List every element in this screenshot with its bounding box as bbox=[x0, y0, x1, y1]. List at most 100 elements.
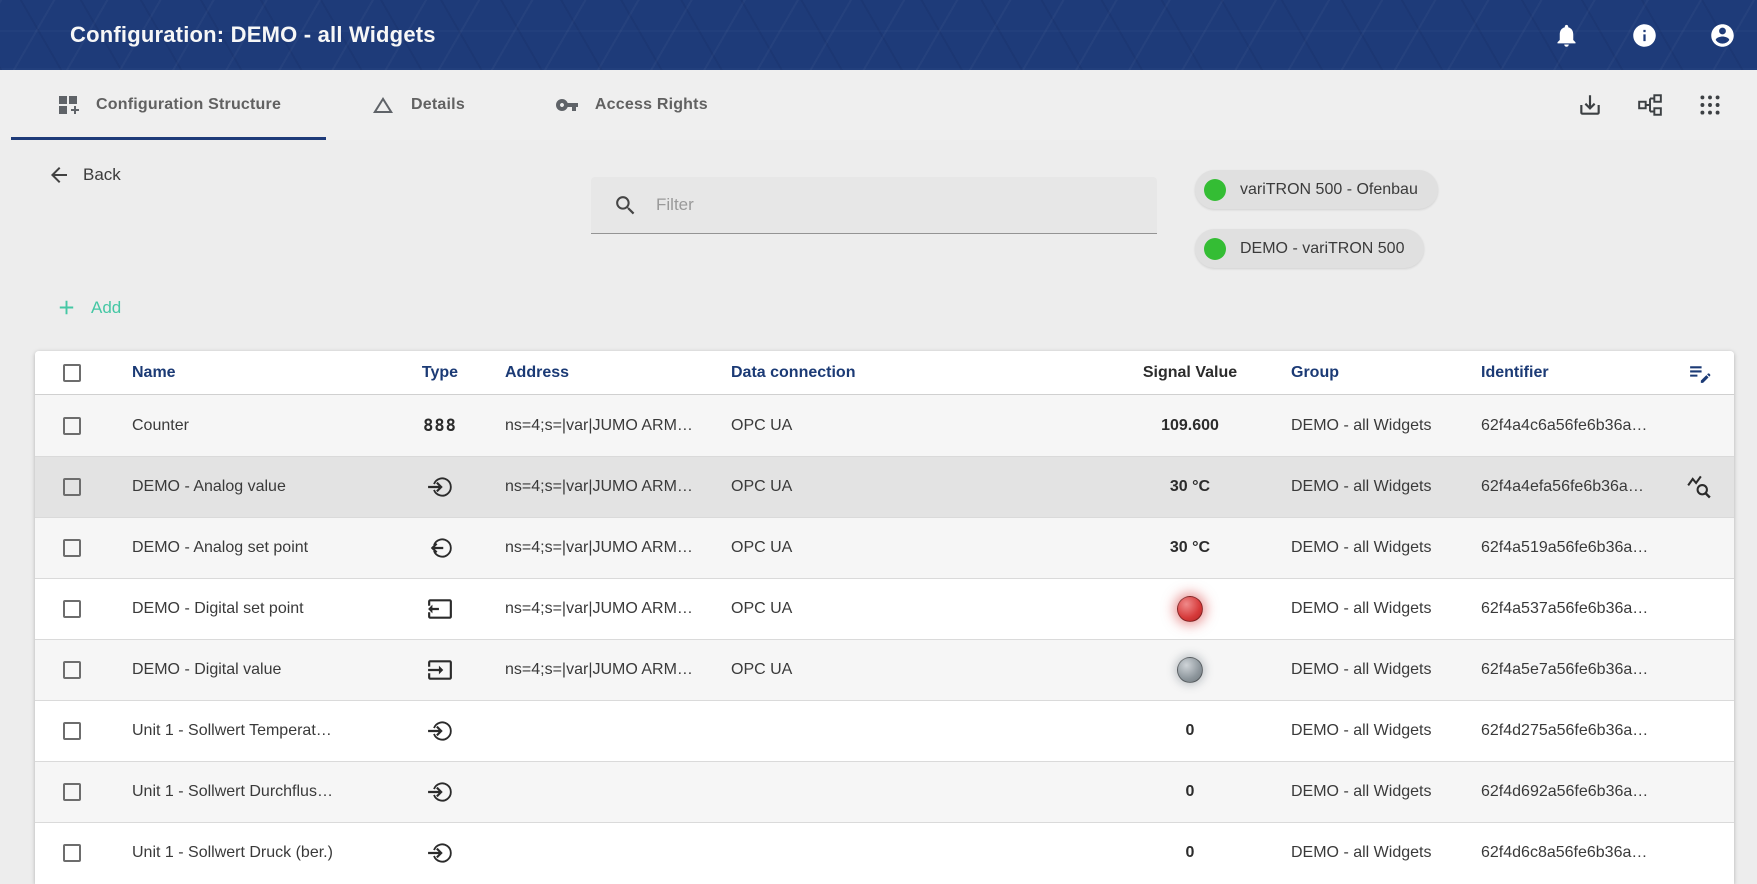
tab-details[interactable]: Details bbox=[326, 70, 510, 140]
row-checkbox[interactable] bbox=[63, 478, 81, 496]
dashboard-customize-icon bbox=[59, 96, 79, 114]
led-indicator-gray bbox=[1177, 657, 1203, 683]
digital-output-icon bbox=[380, 579, 500, 639]
device-chip-demo-varitron[interactable]: DEMO - variTRON 500 bbox=[1195, 229, 1425, 268]
cell-name: DEMO - Analog value bbox=[132, 478, 286, 495]
tab-access-rights[interactable]: Access Rights bbox=[510, 70, 753, 140]
filter-field[interactable] bbox=[591, 177, 1157, 234]
cell-row-action bbox=[1675, 762, 1723, 822]
row-checkbox[interactable] bbox=[63, 539, 81, 557]
cell-data-connection: OPC UA bbox=[731, 539, 793, 556]
cell-address bbox=[505, 762, 720, 822]
counter-icon: 888 bbox=[380, 395, 500, 456]
info-icon[interactable] bbox=[1620, 11, 1668, 59]
cell-signal-value: 0 bbox=[1185, 722, 1195, 739]
row-checkbox[interactable] bbox=[63, 416, 81, 435]
row-checkbox[interactable] bbox=[63, 722, 81, 740]
table-row[interactable]: DEMO - Digital value ns=4;s=|var|JUMO AR… bbox=[35, 639, 1734, 700]
device-chip-varitron-ofenbau[interactable]: variTRON 500 - Ofenbau bbox=[1195, 170, 1438, 209]
cell-identifier: 62f4d692a56fe6b36a… bbox=[1481, 783, 1649, 800]
back-label: Back bbox=[83, 165, 121, 184]
notifications-icon[interactable] bbox=[1542, 11, 1590, 59]
cell-row-action bbox=[1675, 640, 1723, 700]
query-stats-icon[interactable] bbox=[1675, 457, 1723, 517]
cell-identifier: 62f4a4efa56fe6b36a… bbox=[1481, 478, 1644, 495]
cell-signal-value bbox=[1090, 579, 1290, 639]
topbar-actions bbox=[1542, 11, 1746, 59]
table-row[interactable]: Counter 888 ns=4;s=|var|JUMO ARM… OPC UA… bbox=[35, 395, 1734, 456]
key-icon bbox=[555, 99, 578, 111]
table-row[interactable]: Unit 1 - Sollwert Durchflus… 0 DEMO - al… bbox=[35, 761, 1734, 822]
edit-columns-icon[interactable] bbox=[1687, 360, 1712, 385]
table-row[interactable]: DEMO - Analog set point ns=4;s=|var|JUMO… bbox=[35, 517, 1734, 578]
cell-name: DEMO - Digital value bbox=[132, 661, 282, 678]
cell-name: Counter bbox=[132, 416, 189, 434]
row-checkbox[interactable] bbox=[63, 844, 81, 862]
cell-data-connection bbox=[731, 762, 851, 822]
table-row[interactable]: Unit 1 - Sollwert Druck (ber.) 0 DEMO - … bbox=[35, 822, 1734, 883]
analog-input-icon bbox=[380, 762, 500, 822]
tab-label: Access Rights bbox=[594, 96, 708, 113]
cell-group: DEMO - all Widgets bbox=[1291, 722, 1432, 739]
add-button[interactable]: Add bbox=[55, 296, 121, 319]
tab-configuration-structure[interactable]: Configuration Structure bbox=[11, 70, 327, 140]
filter-input[interactable] bbox=[656, 195, 1157, 215]
account-icon[interactable] bbox=[1698, 11, 1746, 59]
cell-group: DEMO - all Widgets bbox=[1291, 661, 1432, 678]
analog-input-icon bbox=[380, 701, 500, 761]
arrow-back-icon bbox=[51, 167, 67, 183]
cell-row-action bbox=[1675, 823, 1723, 883]
column-header-identifier[interactable]: Identifier bbox=[1481, 363, 1549, 381]
table-row[interactable]: DEMO - Analog value ns=4;s=|var|JUMO ARM… bbox=[35, 456, 1734, 517]
table-row[interactable]: Unit 1 - Sollwert Temperat… 0 DEMO - all… bbox=[35, 700, 1734, 761]
row-checkbox[interactable] bbox=[63, 600, 81, 618]
row-checkbox[interactable] bbox=[63, 661, 81, 679]
top-app-bar: Configuration: DEMO - all Widgets bbox=[0, 0, 1757, 70]
tab-bar: Configuration Structure Details Access R… bbox=[0, 70, 1757, 140]
download-icon[interactable] bbox=[1566, 81, 1614, 129]
plus-icon bbox=[59, 300, 74, 315]
table-row[interactable]: DEMO - Digital set point ns=4;s=|var|JUM… bbox=[35, 578, 1734, 639]
cell-signal-value: 109.600 bbox=[1161, 416, 1219, 434]
cell-group: DEMO - all Widgets bbox=[1291, 478, 1432, 495]
column-header-address[interactable]: Address bbox=[505, 363, 570, 381]
add-label: Add bbox=[91, 297, 122, 317]
select-all-checkbox[interactable] bbox=[63, 363, 81, 382]
cell-group: DEMO - all Widgets bbox=[1291, 539, 1432, 556]
cell-identifier: 62f4a519a56fe6b36a… bbox=[1481, 539, 1649, 556]
cell-identifier: 62f4d6c8a56fe6b36a… bbox=[1481, 844, 1648, 861]
cell-group: DEMO - all Widgets bbox=[1291, 600, 1432, 617]
cell-data-connection bbox=[731, 701, 851, 761]
hierarchy-tree-icon[interactable] bbox=[1626, 81, 1674, 129]
column-header-data-connection[interactable]: Data connection bbox=[731, 363, 856, 381]
cell-data-connection: OPC UA bbox=[731, 600, 793, 617]
cell-signal-value: 0 bbox=[1185, 783, 1195, 800]
table-body: Counter 888 ns=4;s=|var|JUMO ARM… OPC UA… bbox=[35, 395, 1734, 883]
cell-data-connection bbox=[731, 823, 851, 883]
cell-group: DEMO - all Widgets bbox=[1291, 416, 1432, 434]
cell-identifier: 62f4a4c6a56fe6b36a… bbox=[1481, 416, 1648, 434]
device-chip-label: DEMO - variTRON 500 bbox=[1240, 239, 1405, 257]
cell-name: Unit 1 - Sollwert Druck (ber.) bbox=[132, 844, 333, 861]
cell-data-connection: OPC UA bbox=[731, 416, 793, 434]
tab-label: Details bbox=[411, 96, 465, 113]
online-status-dot bbox=[1204, 178, 1226, 201]
cell-group: DEMO - all Widgets bbox=[1291, 844, 1432, 861]
column-header-group[interactable]: Group bbox=[1291, 363, 1339, 381]
cell-signal-value: 30 °C bbox=[1169, 539, 1211, 556]
cell-address bbox=[505, 701, 720, 761]
cell-name: DEMO - Digital set point bbox=[132, 600, 304, 617]
back-button[interactable]: Back bbox=[47, 163, 121, 187]
cell-data-connection: OPC UA bbox=[731, 661, 793, 678]
counter-digits-icon: 888 bbox=[423, 415, 457, 436]
column-header-name[interactable]: Name bbox=[132, 363, 176, 381]
cell-name: Unit 1 - Sollwert Durchflus… bbox=[132, 783, 333, 800]
column-header-type[interactable]: Type bbox=[421, 363, 459, 381]
online-status-dot bbox=[1204, 237, 1226, 260]
apps-grid-icon[interactable] bbox=[1686, 81, 1734, 129]
device-chip-label: variTRON 500 - Ofenbau bbox=[1240, 180, 1418, 198]
cell-address: ns=4;s=|var|JUMO ARM… bbox=[505, 600, 693, 617]
tab-label: Configuration Structure bbox=[96, 96, 282, 113]
row-checkbox[interactable] bbox=[63, 783, 81, 801]
column-header-signal-value[interactable]: Signal Value bbox=[1142, 363, 1238, 381]
